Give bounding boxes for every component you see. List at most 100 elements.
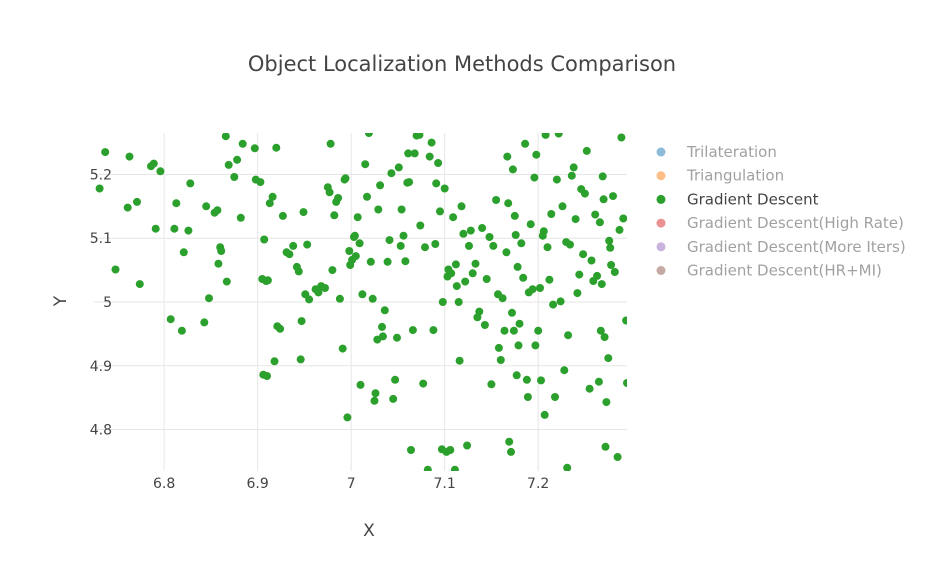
data-point — [423, 465, 432, 471]
data-point — [166, 315, 175, 324]
data-point — [549, 300, 558, 309]
data-point — [545, 275, 554, 284]
data-point — [432, 179, 441, 188]
data-point — [573, 289, 582, 298]
data-point — [508, 165, 517, 174]
data-point — [514, 341, 523, 350]
legend-label: Gradient Descent(HR+MI) — [687, 262, 882, 280]
data-point — [356, 380, 365, 389]
data-point — [361, 160, 370, 169]
data-point — [345, 247, 354, 255]
data-point — [471, 259, 480, 268]
legend-item[interactable]: Gradient Descent — [656, 190, 819, 208]
data-point — [440, 184, 449, 193]
data-point — [496, 356, 505, 364]
data-point — [396, 241, 405, 250]
data-point — [463, 441, 472, 450]
data-point — [355, 239, 364, 248]
data-point — [95, 184, 104, 193]
data-point — [230, 173, 239, 181]
data-point — [504, 199, 513, 208]
chart-title: Object Localization Methods Comparison — [248, 52, 676, 76]
data-point — [156, 167, 165, 176]
data-point — [374, 205, 383, 214]
data-point — [599, 195, 608, 204]
data-point — [214, 259, 223, 268]
data-point — [507, 447, 515, 456]
data-point — [335, 294, 344, 303]
data-point — [567, 171, 576, 180]
data-point — [408, 326, 417, 335]
data-point — [397, 205, 406, 214]
legend-item[interactable]: Trilateration — [656, 143, 777, 161]
data-point — [593, 271, 602, 280]
data-point — [531, 341, 540, 350]
data-point — [151, 224, 160, 233]
data-point — [410, 149, 419, 158]
x-tick-labels: 6.8 6.9 7 7.1 7.2 — [153, 476, 549, 492]
data-point — [135, 280, 144, 289]
data-point — [224, 160, 233, 169]
data-point — [455, 356, 464, 365]
data-point — [296, 355, 305, 364]
data-point — [526, 220, 535, 229]
legend-item[interactable]: Gradient Descent(More Iters) — [656, 238, 906, 256]
data-point — [534, 326, 543, 335]
data-point — [532, 150, 541, 159]
legend-item[interactable]: Gradient Descent(High Rate) — [656, 214, 904, 232]
data-point — [125, 152, 134, 161]
y-tick-labels: 4.8 4.9 5 5.1 5.2 — [90, 167, 112, 438]
x-tick-label: 7.1 — [434, 476, 456, 492]
x-tick-label: 6.8 — [153, 476, 175, 492]
data-point — [513, 262, 522, 271]
data-point — [431, 240, 440, 248]
gradient-descent-points — [95, 133, 627, 471]
data-point — [385, 236, 394, 245]
y-axis-label: Y — [51, 295, 71, 307]
data-point — [421, 243, 429, 252]
data-point — [596, 326, 605, 335]
data-point — [172, 199, 181, 208]
data-point — [528, 285, 537, 294]
data-point — [380, 306, 389, 315]
data-point — [366, 257, 375, 266]
data-point — [233, 155, 242, 164]
x-axis-label: X — [363, 521, 375, 541]
data-point — [492, 196, 501, 204]
data-point — [540, 410, 549, 419]
y-tick-label: 5 — [103, 295, 112, 311]
data-point — [276, 324, 285, 333]
data-point — [425, 152, 434, 161]
data-point — [370, 396, 379, 405]
data-point — [485, 233, 494, 241]
x-tick-label: 6.9 — [247, 476, 269, 492]
data-point — [221, 133, 230, 141]
data-point — [434, 159, 443, 167]
data-point — [521, 139, 530, 148]
y-tick-label: 4.8 — [90, 423, 112, 439]
data-point — [566, 240, 574, 249]
y-tick-label: 4.9 — [90, 359, 112, 375]
data-point — [558, 202, 567, 211]
data-point — [512, 371, 521, 380]
data-point — [238, 139, 247, 148]
data-point — [415, 133, 424, 139]
data-point — [522, 375, 531, 384]
data-point — [394, 163, 403, 172]
data-point — [523, 393, 532, 401]
data-point — [487, 380, 496, 389]
data-point — [202, 202, 211, 211]
legend-item[interactable]: Gradient Descent(HR+MI) — [656, 262, 882, 280]
data-point — [461, 277, 470, 286]
data-point — [517, 239, 526, 248]
data-point — [609, 192, 617, 201]
data-point — [149, 159, 158, 168]
data-point — [591, 210, 600, 219]
data-point — [622, 316, 627, 325]
data-point — [391, 375, 400, 384]
data-point — [278, 211, 287, 220]
data-point — [449, 213, 458, 222]
legend-item[interactable]: Triangulation — [656, 167, 785, 185]
data-point — [389, 394, 398, 403]
